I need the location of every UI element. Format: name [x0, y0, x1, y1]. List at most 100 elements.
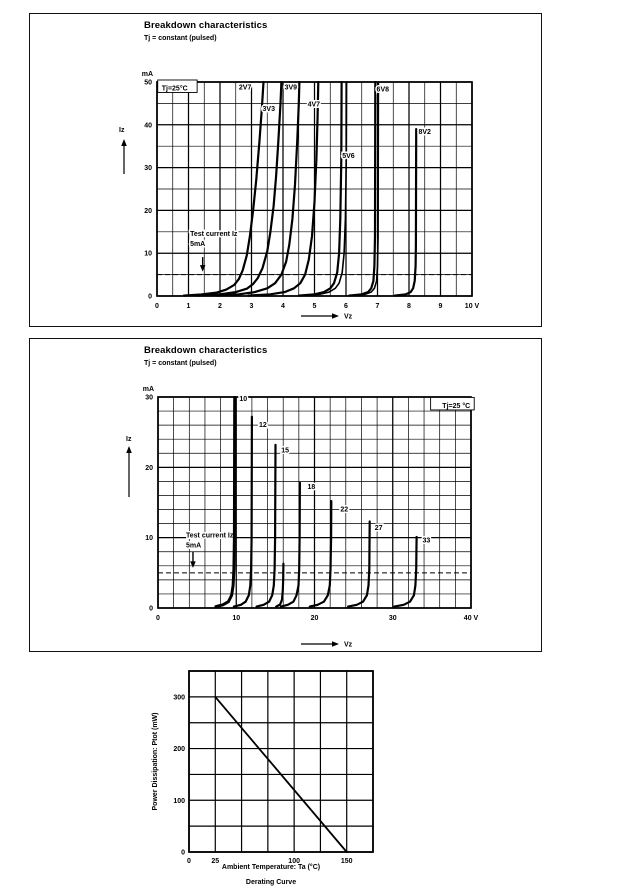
svg-text:5mA: 5mA	[190, 241, 205, 248]
svg-text:Vz: Vz	[344, 314, 353, 321]
curve-unlabeled	[275, 562, 285, 608]
svg-text:30: 30	[144, 165, 152, 172]
svg-text:18: 18	[307, 484, 315, 491]
svg-text:10: 10	[232, 615, 240, 622]
x-axis-arrow: Vz	[301, 641, 353, 648]
svg-text:15: 15	[281, 448, 289, 455]
axis-tick-labels: 0 25 100 150 0 100 200 300	[173, 694, 352, 865]
svg-text:0: 0	[156, 615, 160, 622]
svg-text:Tj=25 °C: Tj=25 °C	[442, 402, 470, 410]
svg-text:27: 27	[375, 525, 383, 532]
axis-tick-labels: 0 1 2 3 4 5 6 7 8 9 10 V 0 10 20 30 40 50 mA	[142, 71, 480, 310]
svg-text:Test current Iz: Test current Iz	[186, 533, 234, 540]
curve-5V6-twin	[303, 81, 348, 297]
svg-text:4V7: 4V7	[308, 101, 321, 108]
y-unit-label: mA	[142, 71, 153, 78]
svg-text:5V6: 5V6	[342, 153, 355, 160]
derating-chart: 0 25 100 150 0 100 200 300 Power Dissipation: Pt…	[152, 670, 374, 865]
chart-subtitle: Tj = constant (pulsed)	[144, 360, 217, 367]
curve-27	[347, 520, 371, 608]
svg-text:Iz: Iz	[126, 436, 132, 443]
test-current-annotation: Test current Iz 5mA	[189, 230, 239, 272]
svg-text:22: 22	[340, 507, 348, 514]
curve-8V2	[393, 128, 418, 297]
svg-text:10: 10	[144, 251, 152, 258]
curve-33	[393, 535, 418, 608]
svg-text:20: 20	[311, 615, 319, 622]
svg-text:5: 5	[313, 303, 317, 310]
svg-text:8: 8	[407, 303, 411, 310]
curve-2V7	[182, 81, 265, 297]
svg-text:10: 10	[239, 396, 247, 403]
curve-3V9	[215, 81, 301, 297]
curve-12	[232, 415, 253, 608]
svg-text:20: 20	[145, 465, 153, 472]
svg-text:150: 150	[341, 858, 353, 865]
curve-3V3	[196, 81, 283, 297]
svg-text:30: 30	[389, 615, 397, 622]
svg-text:7: 7	[376, 303, 380, 310]
svg-text:8V2: 8V2	[418, 129, 431, 136]
x-axis-arrow: Vz	[301, 313, 353, 321]
test-current-annotation: Test current Iz 5mA	[185, 531, 235, 568]
svg-text:10: 10	[145, 535, 153, 542]
svg-text:3: 3	[250, 303, 254, 310]
svg-text:2: 2	[218, 303, 222, 310]
svg-text:3V3: 3V3	[263, 106, 276, 113]
chart-title: Breakdown characteristics	[144, 345, 268, 356]
svg-text:200: 200	[173, 746, 185, 753]
svg-text:0: 0	[187, 858, 191, 865]
breakdown-chart-high-voltage: 0 10 20 30 40 V 0 10 20 30 mA Iz Vz Test current Iz 5…	[126, 386, 479, 648]
svg-text:4: 4	[281, 303, 285, 310]
curve-labels: 10 12 15 18 22 27 33	[238, 395, 432, 546]
svg-text:5mA: 5mA	[186, 543, 201, 550]
grid	[157, 396, 472, 609]
derating-caption: Derating Curve	[245, 879, 297, 886]
y-axis-arrow: Iz	[119, 127, 127, 174]
curve-labels: 2V7 3V3 3V9 4V7 5V6 6V8 8V2	[237, 83, 432, 161]
curve-4V7	[247, 81, 320, 297]
zener-curves	[214, 396, 418, 609]
curve-22	[308, 500, 333, 608]
zener-curves	[182, 81, 418, 297]
svg-text:Vz: Vz	[344, 642, 353, 649]
svg-text:12: 12	[259, 422, 267, 429]
curve-15	[255, 443, 277, 608]
svg-text:20: 20	[144, 208, 152, 215]
svg-text:Tj=25°C: Tj=25°C	[162, 84, 188, 92]
svg-text:10 V: 10 V	[465, 303, 480, 310]
svg-text:0: 0	[181, 850, 185, 857]
breakdown-chart-low-voltage: 0 1 2 3 4 5 6 7 8 9 10 V 0 10 20 30 40 50 mA Iz Vz Test curr…	[119, 71, 480, 321]
curve-5V6	[297, 81, 343, 297]
svg-text:25: 25	[211, 858, 219, 865]
svg-text:9: 9	[439, 303, 443, 310]
curve-6V8-twin	[351, 81, 380, 297]
derating-line	[214, 696, 348, 853]
svg-text:100: 100	[288, 858, 300, 865]
chart-subtitle: Tj = constant (pulsed)	[144, 35, 217, 42]
svg-text:6V8: 6V8	[377, 86, 390, 93]
svg-text:6: 6	[344, 303, 348, 310]
y-axis-arrow: Iz	[126, 436, 132, 497]
svg-text:0: 0	[155, 303, 159, 310]
derating-y-axis-label: Power Dissipation: Ptot (mW)	[152, 713, 159, 811]
chart-title: Breakdown characteristics	[144, 20, 268, 31]
derating-panel: 0 25 100 150 0 100 200 300 Power Dissipation: Pt…	[140, 655, 420, 893]
svg-text:100: 100	[173, 798, 185, 805]
svg-text:Test current Iz: Test current Iz	[190, 231, 238, 238]
curve-18	[279, 481, 301, 608]
svg-text:2V7: 2V7	[239, 84, 252, 91]
svg-text:1: 1	[187, 303, 191, 310]
svg-text:Iz: Iz	[119, 127, 125, 134]
breakdown-panel-low-voltage: Breakdown characteristics Tj = constant …	[29, 13, 542, 327]
axis-tick-labels: 0 10 20 30 40 V 0 10 20 30 mA	[143, 386, 479, 622]
svg-text:40 V: 40 V	[464, 615, 479, 622]
tj-corner-label: Tj=25°C	[157, 79, 198, 93]
svg-text:0: 0	[148, 294, 152, 301]
svg-text:33: 33	[422, 538, 430, 545]
svg-text:40: 40	[144, 122, 152, 129]
grid	[188, 670, 374, 853]
svg-text:0: 0	[149, 606, 153, 613]
svg-text:30: 30	[145, 395, 153, 402]
